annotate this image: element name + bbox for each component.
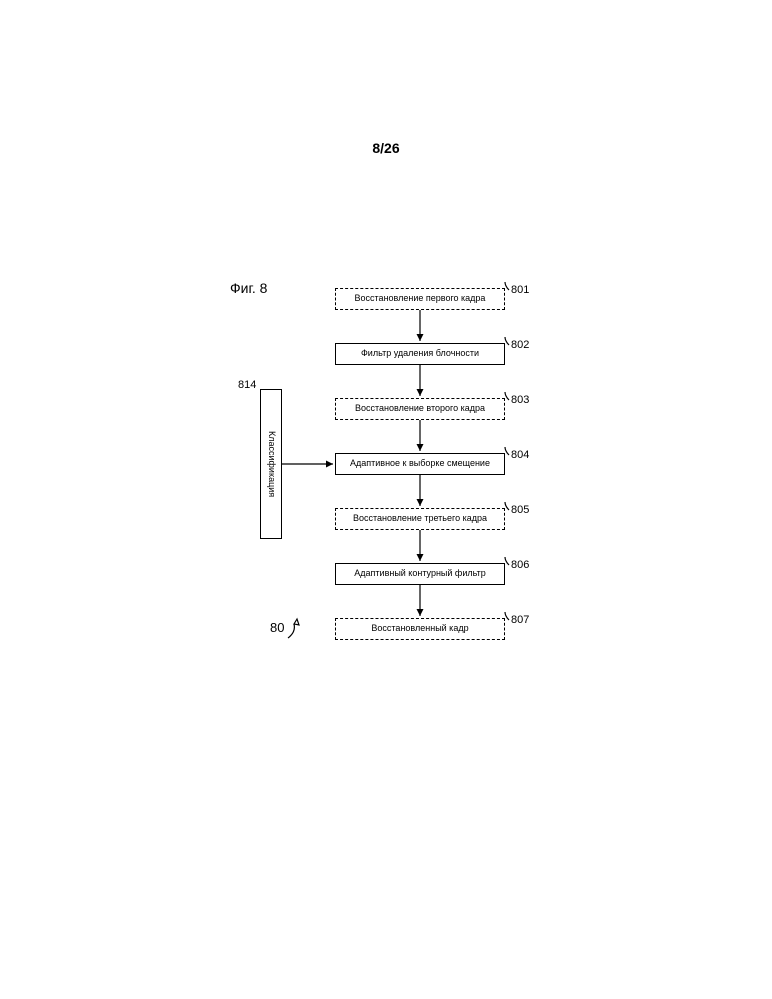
diagram-root: 8/26 Фиг. 8 Восстановление первого кадра…: [0, 0, 772, 999]
box-label: Классификация: [266, 431, 276, 497]
ref-814: 814: [238, 379, 256, 391]
page-number: 8/26: [0, 140, 772, 156]
ref-807: 807: [511, 614, 529, 626]
box-restore-second-frame: Восстановление второго кадра: [335, 398, 505, 420]
box-deblocking-filter: Фильтр удаления блочности: [335, 343, 505, 365]
ref-801: 801: [511, 284, 529, 296]
ref-80: 80: [270, 620, 284, 635]
ref-805: 805: [511, 504, 529, 516]
box-label: Восстановление первого кадра: [355, 294, 486, 304]
box-classification: Классификация: [260, 389, 282, 539]
box-label: Восстановление третьего кадра: [353, 514, 487, 524]
box-restore-first-frame: Восстановление первого кадра: [335, 288, 505, 310]
box-label: Адаптивное к выборке смещение: [350, 459, 490, 469]
ref-803: 803: [511, 394, 529, 406]
figure-label: Фиг. 8: [230, 280, 267, 296]
box-sao: Адаптивное к выборке смещение: [335, 453, 505, 475]
ref-804: 804: [511, 449, 529, 461]
box-label: Восстановление второго кадра: [355, 404, 485, 414]
box-adaptive-loop-filter: Адаптивный контурный фильтр: [335, 563, 505, 585]
ref-802: 802: [511, 339, 529, 351]
box-label: Фильтр удаления блочности: [361, 349, 479, 359]
box-label: Восстановленный кадр: [371, 624, 468, 634]
box-restored-frame: Восстановленный кадр: [335, 618, 505, 640]
ref-806: 806: [511, 559, 529, 571]
box-label: Адаптивный контурный фильтр: [354, 569, 485, 579]
box-restore-third-frame: Восстановление третьего кадра: [335, 508, 505, 530]
